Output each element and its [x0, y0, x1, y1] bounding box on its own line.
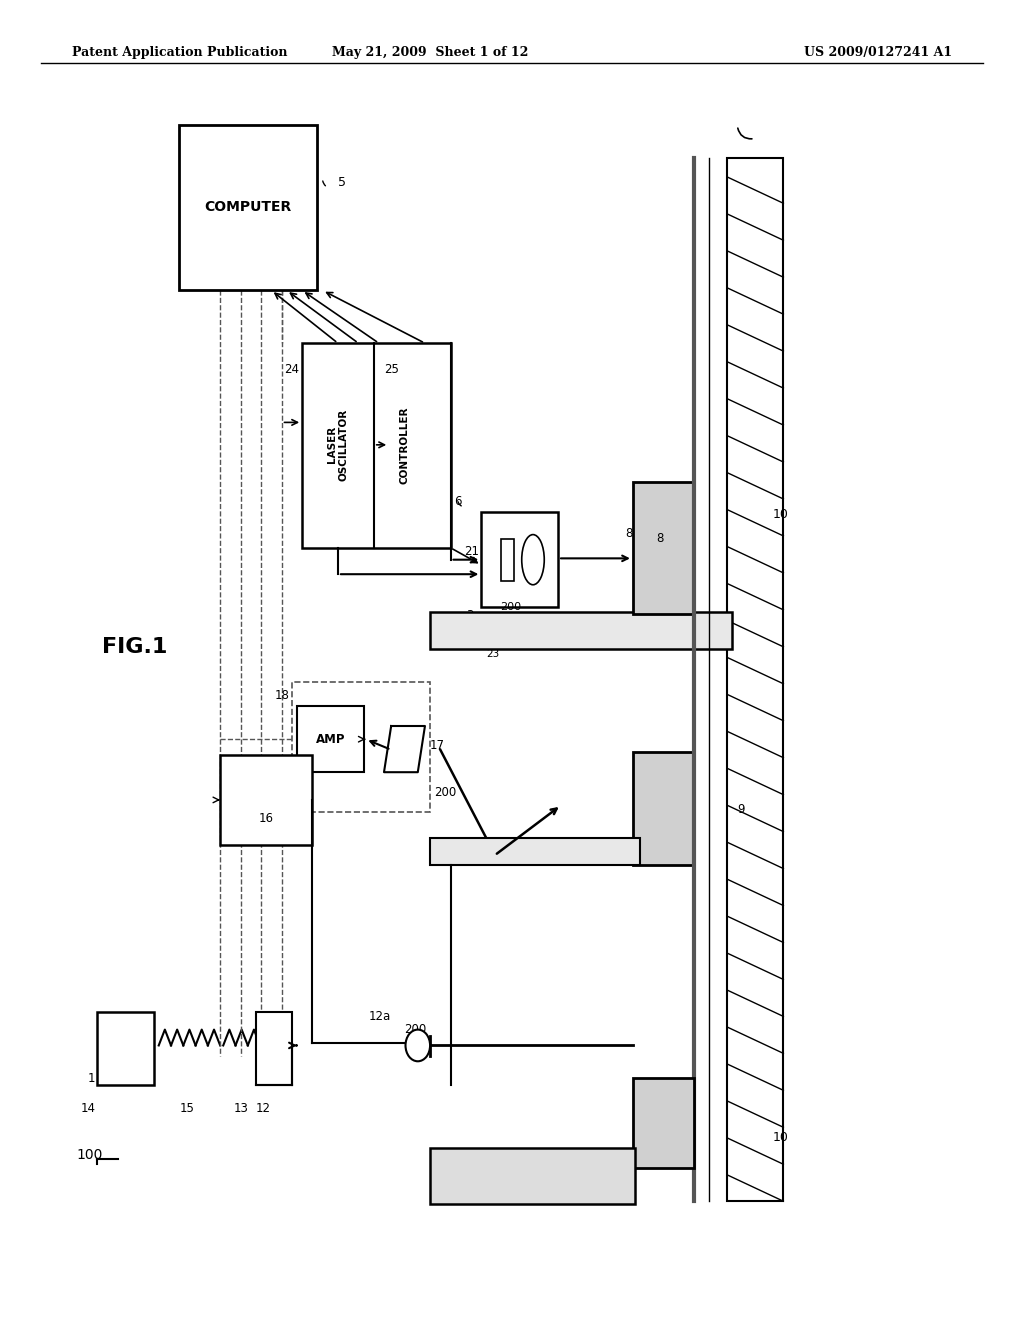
Bar — [501, 539, 513, 581]
Text: FIG.1: FIG.1 — [102, 636, 168, 657]
Text: 8: 8 — [656, 532, 664, 545]
Polygon shape — [384, 726, 425, 772]
Text: Patent Application Publication: Patent Application Publication — [72, 46, 287, 59]
Text: 17: 17 — [430, 739, 445, 752]
Text: 6: 6 — [454, 495, 461, 508]
Text: 14: 14 — [81, 1102, 96, 1115]
Bar — [179, 125, 317, 290]
Ellipse shape — [521, 535, 545, 585]
Text: May 21, 2009  Sheet 1 of 12: May 21, 2009 Sheet 1 of 12 — [332, 46, 528, 59]
Text: 8: 8 — [626, 527, 633, 540]
Bar — [430, 612, 732, 649]
Circle shape — [406, 1030, 430, 1061]
Bar — [220, 755, 312, 845]
Text: 10: 10 — [773, 508, 790, 521]
Text: 23: 23 — [486, 649, 500, 660]
Text: 13: 13 — [233, 1102, 249, 1115]
Text: 15: 15 — [179, 1102, 195, 1115]
Bar — [727, 158, 783, 1201]
Bar — [256, 1012, 292, 1085]
Bar — [430, 838, 640, 865]
Bar — [97, 1012, 154, 1085]
Text: 19: 19 — [305, 704, 321, 717]
Text: 4: 4 — [517, 1191, 525, 1204]
Text: AMP: AMP — [315, 733, 345, 746]
Text: COMPUTER: COMPUTER — [205, 201, 292, 214]
Text: 18: 18 — [274, 689, 290, 702]
Bar — [633, 752, 694, 865]
Text: US 2009/0127241 A1: US 2009/0127241 A1 — [804, 46, 952, 59]
Bar — [430, 1148, 635, 1204]
Text: 200: 200 — [500, 602, 521, 612]
Text: 12a: 12a — [369, 1010, 391, 1023]
Text: 10: 10 — [773, 1131, 790, 1144]
Text: 21: 21 — [464, 545, 479, 558]
Text: 200: 200 — [434, 785, 457, 799]
Text: 3: 3 — [466, 609, 473, 622]
Text: 100: 100 — [77, 1148, 103, 1162]
Text: 200: 200 — [404, 1023, 427, 1036]
Text: CONTROLLER: CONTROLLER — [399, 407, 410, 483]
Text: 22: 22 — [486, 620, 500, 631]
Bar — [633, 1078, 694, 1168]
Text: LASER
OSCILLATOR: LASER OSCILLATOR — [327, 409, 349, 480]
Bar — [633, 482, 694, 614]
Text: 20: 20 — [486, 635, 500, 645]
Bar — [302, 343, 451, 548]
Bar — [297, 706, 364, 772]
Text: 7: 7 — [500, 1164, 507, 1177]
Text: 24: 24 — [284, 363, 299, 376]
Bar — [292, 682, 430, 812]
Text: 25: 25 — [384, 363, 399, 376]
Text: 5: 5 — [338, 176, 346, 189]
Text: 200: 200 — [498, 614, 520, 627]
Bar — [481, 512, 558, 607]
Text: 12: 12 — [256, 1102, 271, 1115]
Text: 16: 16 — [259, 812, 273, 825]
Text: 1: 1 — [88, 1072, 95, 1085]
Text: 9: 9 — [737, 803, 744, 816]
